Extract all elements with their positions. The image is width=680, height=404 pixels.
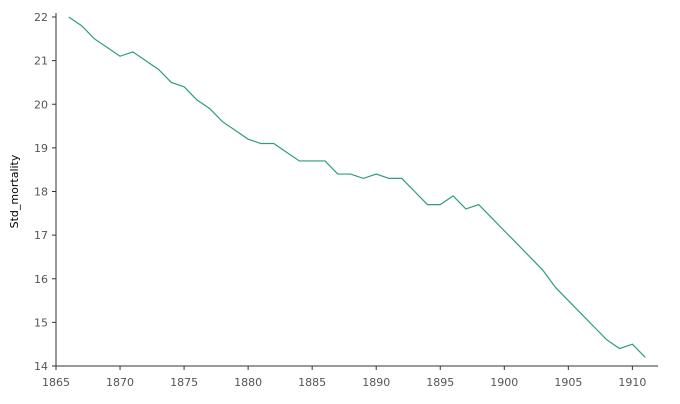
x-axis: 1865 1870 1875 1880 1885 1890 1895 1900 1905 1910 xyxy=(42,365,658,389)
y-tick-label: 15 xyxy=(34,316,48,329)
y-tick-label: 17 xyxy=(34,229,48,242)
x-tick-label: 1890 xyxy=(362,376,390,389)
y-axis: 14 15 16 17 18 19 20 21 22 xyxy=(34,11,57,373)
y-axis-title: Std_mortality xyxy=(8,154,21,228)
x-tick-label: 1905 xyxy=(554,376,582,389)
y-tick-label: 20 xyxy=(34,98,48,111)
y-tick-label: 21 xyxy=(34,55,48,68)
y-tick-label: 22 xyxy=(34,11,48,24)
series-group xyxy=(68,16,646,358)
y-tick-label: 19 xyxy=(34,142,48,155)
y-tick-label: 14 xyxy=(34,360,48,373)
x-tick-label: 1865 xyxy=(42,376,70,389)
x-tick-label: 1870 xyxy=(106,376,134,389)
x-tick-label: 1875 xyxy=(170,376,198,389)
x-tick-label: 1880 xyxy=(234,376,262,389)
x-tick-label: 1910 xyxy=(618,376,646,389)
x-tick-label: 1900 xyxy=(490,376,518,389)
x-tick-label: 1885 xyxy=(298,376,326,389)
series-line xyxy=(68,16,646,358)
x-tick-label: 1895 xyxy=(426,376,454,389)
y-tick-label: 16 xyxy=(34,273,48,286)
y-tick-label: 18 xyxy=(34,186,48,199)
